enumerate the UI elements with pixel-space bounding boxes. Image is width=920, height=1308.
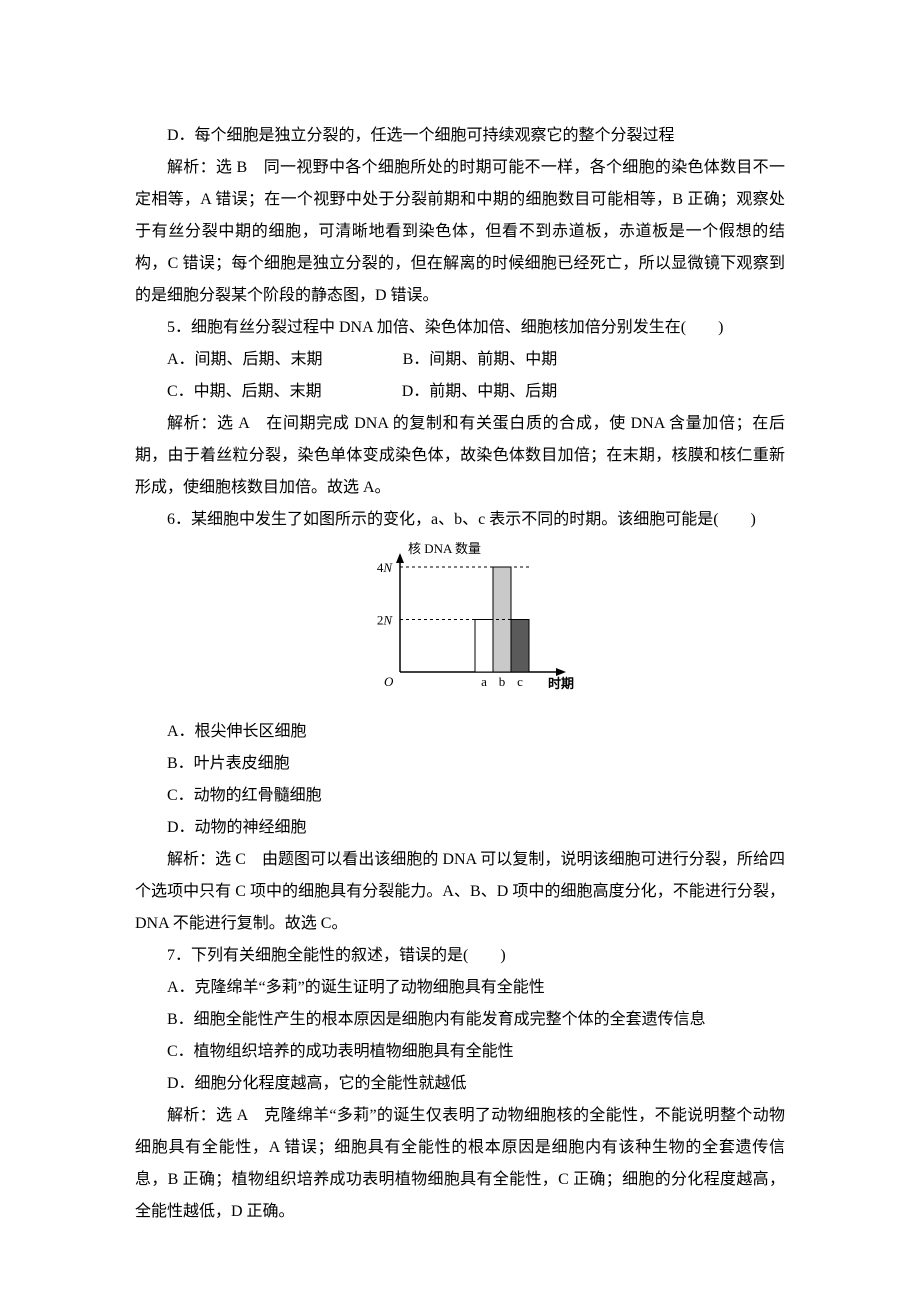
svg-text:O: O [384, 674, 394, 689]
svg-text:时期: 时期 [548, 676, 574, 691]
q6-option-b: B．叶片表皮细胞 [135, 748, 785, 780]
q7-option-c: C．植物组织培养的成功表明植物细胞具有全能性 [135, 1036, 785, 1068]
q4-analysis: 解析：选 B 同一视野中各个细胞所处的时期可能不一样，各个细胞的染色体数目不一定… [135, 152, 785, 312]
svg-text:a: a [481, 674, 487, 689]
q7-option-d: D．细胞分化程度越高，它的全能性就越低 [135, 1068, 785, 1100]
q7-option-b: B．细胞全能性产生的根本原因是细胞内有能发育成完整个体的全套遗传信息 [135, 1004, 785, 1036]
q5-stem: 5．细胞有丝分裂过程中 DNA 加倍、染色体加倍、细胞核加倍分别发生在( ) [135, 312, 785, 344]
q6-stem: 6．某细胞中发生了如图所示的变化，a、b、c 表示不同的时期。该细胞可能是( ) [135, 504, 785, 536]
q6-analysis: 解析：选 C 由题图可以看出该细胞的 DNA 可以复制，说明该细胞可进行分裂，所… [135, 844, 785, 940]
dna-bar-chart: 核 DNA 数量时期 Oabc 2N 4N [340, 542, 580, 702]
q6-chart: 核 DNA 数量时期 Oabc 2N 4N [135, 542, 785, 714]
page: D．每个细胞是独立分裂的，任选一个细胞可持续观察它的整个分裂过程 解析：选 B … [0, 0, 920, 1308]
q4-option-d: D．每个细胞是独立分裂的，任选一个细胞可持续观察它的整个分裂过程 [135, 120, 785, 152]
q5-options-row-1: A．间期、后期、末期 B．间期、前期、中期 [135, 344, 785, 376]
svg-text:2N: 2N [377, 613, 394, 628]
q6-option-a: A．根尖伸长区细胞 [135, 716, 785, 748]
q5-option-d: D．前期、中期、后期 [402, 383, 558, 400]
q7-option-a: A．克隆绵羊“多莉”的诞生证明了动物细胞具有全能性 [135, 972, 785, 1004]
q6-option-c: C．动物的红骨髓细胞 [135, 780, 785, 812]
svg-text:b: b [499, 674, 506, 689]
svg-text:核 DNA 数量: 核 DNA 数量 [408, 542, 481, 556]
q5-option-c: C．中期、后期、末期 [167, 383, 322, 400]
q5-option-b: B．间期、前期、中期 [403, 351, 558, 368]
q5-analysis: 解析：选 A 在间期完成 DNA 的复制和有关蛋白质的合成，使 DNA 含量加倍… [135, 408, 785, 504]
q6-option-d: D．动物的神经细胞 [135, 812, 785, 844]
q7-stem: 7．下列有关细胞全能性的叙述，错误的是( ) [135, 940, 785, 972]
svg-text:c: c [517, 674, 523, 689]
svg-text:4N: 4N [377, 560, 394, 575]
q7-analysis: 解析：选 A 克隆绵羊“多莉”的诞生仅表明了动物细胞核的全能性，不能说明整个动物… [135, 1100, 785, 1228]
q5-options-row-2: C．中期、后期、末期 D．前期、中期、后期 [135, 376, 785, 408]
q5-option-a: A．间期、后期、末期 [167, 351, 323, 368]
